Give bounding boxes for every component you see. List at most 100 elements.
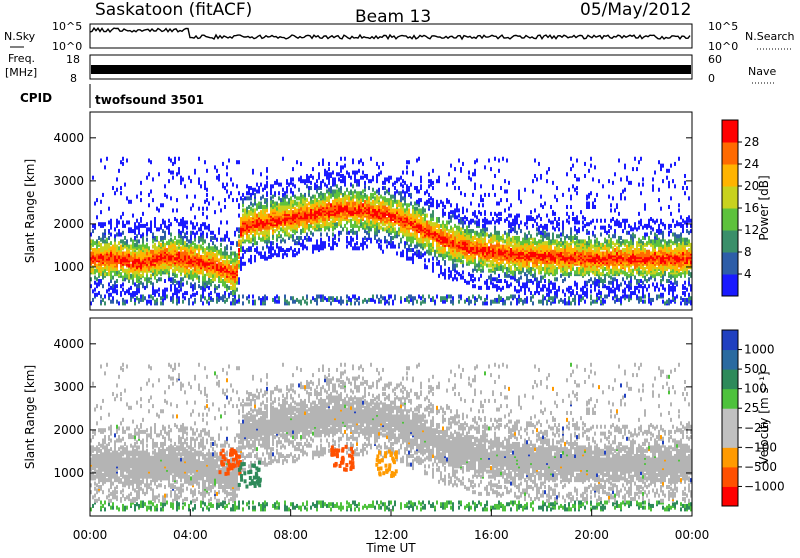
power-cell bbox=[122, 287, 124, 292]
power-cell bbox=[284, 227, 286, 232]
power-cell bbox=[238, 260, 240, 265]
power-cell bbox=[400, 225, 402, 230]
power-cell bbox=[142, 254, 144, 259]
power-cell bbox=[344, 163, 346, 168]
power-cell bbox=[132, 275, 134, 280]
power-cell bbox=[242, 208, 244, 213]
power-cell bbox=[130, 263, 132, 268]
power-cell bbox=[504, 272, 506, 277]
power-cell bbox=[326, 173, 328, 178]
power-cell bbox=[116, 232, 118, 237]
power-cell bbox=[480, 184, 482, 189]
power-cell bbox=[386, 198, 388, 203]
power-cell bbox=[504, 189, 506, 194]
power-cell bbox=[462, 223, 464, 228]
power-cell bbox=[202, 230, 204, 235]
power-cell bbox=[496, 277, 498, 282]
power-cell bbox=[480, 273, 482, 278]
power-cell bbox=[174, 217, 176, 222]
power-cell bbox=[354, 294, 356, 299]
power-cell bbox=[474, 168, 476, 173]
power-cell bbox=[510, 282, 512, 287]
power-cell bbox=[200, 184, 202, 189]
power-cell bbox=[276, 201, 278, 206]
power-cell bbox=[366, 173, 368, 178]
power-cell bbox=[178, 242, 180, 247]
power-cell bbox=[122, 246, 124, 251]
power-cell bbox=[212, 196, 214, 201]
power-cell bbox=[402, 196, 404, 201]
power-cell bbox=[450, 203, 452, 208]
power-cell bbox=[498, 201, 500, 206]
power-cell bbox=[352, 230, 354, 235]
power-cell bbox=[412, 215, 414, 220]
power-cell bbox=[422, 253, 424, 258]
power-cell bbox=[228, 285, 230, 290]
power-cell bbox=[280, 220, 282, 225]
power-cell bbox=[264, 239, 266, 244]
power-cell bbox=[390, 194, 392, 199]
power-cell bbox=[140, 223, 142, 228]
power-cell bbox=[246, 217, 248, 222]
power-cell bbox=[464, 220, 466, 225]
power-cell bbox=[244, 211, 246, 216]
frequency-trace bbox=[91, 65, 691, 74]
power-cell bbox=[422, 294, 424, 299]
power-cell bbox=[462, 254, 464, 259]
power-cell bbox=[416, 244, 418, 249]
power-cell bbox=[318, 192, 320, 197]
power-cell bbox=[500, 198, 502, 203]
power-cell bbox=[462, 161, 464, 166]
power-cell bbox=[468, 170, 470, 175]
power-cell bbox=[150, 273, 152, 278]
power-cell bbox=[460, 220, 462, 225]
power-cell bbox=[124, 277, 126, 282]
power-cell bbox=[502, 248, 504, 253]
power-cell bbox=[464, 235, 466, 240]
power-cell bbox=[138, 268, 140, 273]
power-cell bbox=[460, 217, 462, 222]
power-cell bbox=[512, 227, 514, 232]
power-cell bbox=[138, 287, 140, 292]
power-cell bbox=[258, 296, 260, 301]
power-cell bbox=[166, 265, 168, 270]
power-cell bbox=[486, 282, 488, 287]
power-cell bbox=[272, 246, 274, 251]
power-cell bbox=[212, 277, 214, 282]
power-cell bbox=[346, 215, 348, 220]
power-cell bbox=[272, 199, 274, 204]
power-cell bbox=[454, 211, 456, 216]
power-cell bbox=[352, 170, 354, 175]
power-cell bbox=[424, 201, 426, 206]
power-cell bbox=[392, 241, 394, 246]
power-cell bbox=[376, 189, 378, 194]
power-cell bbox=[330, 194, 332, 199]
power-cell bbox=[298, 235, 300, 240]
power-cell bbox=[480, 232, 482, 237]
power-cell bbox=[252, 294, 254, 299]
power-cell bbox=[462, 270, 464, 275]
power-cell bbox=[132, 251, 134, 256]
power-cell bbox=[104, 246, 106, 251]
power-cell bbox=[182, 222, 184, 227]
power-cell bbox=[476, 220, 478, 225]
power-cell bbox=[148, 192, 150, 197]
power-cell bbox=[306, 179, 308, 184]
power-cell bbox=[96, 282, 98, 287]
power-cell bbox=[316, 184, 318, 189]
power-cell bbox=[200, 244, 202, 249]
power-cell bbox=[378, 297, 380, 302]
power-cell bbox=[502, 285, 504, 290]
power-cell bbox=[352, 227, 354, 232]
power-cell bbox=[320, 223, 322, 228]
power-cell bbox=[350, 242, 352, 247]
power-cell bbox=[488, 268, 490, 273]
power-cell bbox=[228, 254, 230, 259]
power-cell bbox=[206, 225, 208, 230]
power-cell bbox=[432, 168, 434, 173]
power-cell bbox=[236, 280, 238, 285]
power-cell bbox=[342, 173, 344, 178]
power-cell bbox=[370, 156, 372, 161]
power-cell bbox=[272, 297, 274, 302]
power-cell bbox=[260, 182, 262, 187]
